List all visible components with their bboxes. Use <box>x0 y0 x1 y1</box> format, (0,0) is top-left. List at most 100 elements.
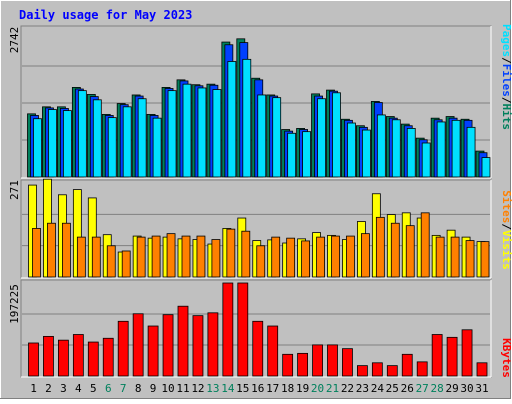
bar-pages-day-19 <box>302 131 312 178</box>
bar-sites-day-26 <box>405 225 415 278</box>
bar-kbytes-day-30 <box>461 329 473 377</box>
y-max-label: 2742 <box>8 27 21 54</box>
x-axis-day-labels: 1 2 3 4 5 6 7 8 9 10 11 12 13 14 15 16 17 18 19 20 21 22 23 24 2… <box>30 382 488 395</box>
bar-kbytes-day-21 <box>327 344 338 377</box>
bar-pages-day-30 <box>466 126 476 178</box>
bars-visits-sites <box>22 178 490 278</box>
bar-pages-day-4 <box>77 90 87 178</box>
bar-pages-day-25 <box>391 119 401 178</box>
panel-visits-sites: 271 Sites/Visits <box>8 178 512 279</box>
legend-kbytes: KBytes <box>500 338 512 378</box>
bar-pages-day-20 <box>317 98 326 178</box>
x-tick-label-day-27: 27 <box>416 382 429 395</box>
bar-pages-day-27 <box>421 142 431 178</box>
x-tick-label-day-28: 28 <box>431 382 444 395</box>
legend-hits: Hits <box>500 104 512 131</box>
x-tick-label-day-17: 17 <box>266 382 279 395</box>
bar-kbytes-day-2 <box>43 335 54 377</box>
x-tick-label-day-12: 12 <box>191 382 204 395</box>
legend-sep-2: / <box>500 97 512 104</box>
bar-pages-day-3 <box>63 110 72 178</box>
bar-kbytes-day-14 <box>222 282 234 377</box>
bar-kbytes-day-7 <box>117 320 129 377</box>
bar-sites-day-5 <box>91 236 101 278</box>
bar-sites-day-16 <box>256 245 266 278</box>
bar-pages-day-10 <box>167 90 177 178</box>
x-tick-label-day-15: 15 <box>236 382 249 395</box>
bar-kbytes-day-16 <box>252 320 264 377</box>
bar-kbytes-day-18 <box>282 353 294 377</box>
x-tick-label-day-30: 30 <box>460 382 473 395</box>
bar-kbytes-day-29 <box>446 336 458 377</box>
x-tick-label-day-26: 26 <box>401 382 414 395</box>
legend-sep: / <box>500 223 512 230</box>
bar-kbytes-day-26 <box>401 353 413 377</box>
bars-hits-files-pages <box>22 38 491 178</box>
bar-sites-day-9 <box>151 235 161 278</box>
y-max-label: 271 <box>8 180 21 200</box>
legend: KBytes <box>500 338 512 378</box>
x-tick-label-day-10: 10 <box>161 382 174 395</box>
bar-kbytes-day-11 <box>177 305 189 377</box>
legend-files: Files <box>500 64 512 97</box>
bar-kbytes-day-1 <box>28 342 39 377</box>
bar-sites-day-28 <box>435 236 445 278</box>
x-tick-label-day-19: 19 <box>296 382 309 395</box>
x-tick-label-day-16: 16 <box>251 382 264 395</box>
bar-kbytes-day-8 <box>132 313 144 377</box>
bar-pages-day-7 <box>122 106 132 178</box>
bar-sites-day-30 <box>465 240 475 278</box>
bar-sites-day-7 <box>121 250 131 278</box>
bar-kbytes-day-12 <box>192 315 204 377</box>
bar-sites-day-19 <box>301 240 311 278</box>
x-tick-label-day-9: 9 <box>150 382 157 395</box>
bar-pages-day-14 <box>227 61 237 178</box>
legend-pages: Pages <box>500 24 512 57</box>
bar-kbytes-day-10 <box>162 314 174 377</box>
bar-kbytes-day-22 <box>342 348 353 377</box>
bar-kbytes-day-4 <box>72 334 84 377</box>
legend-visits: Visits <box>500 230 512 270</box>
legend: Sites/Visits <box>500 190 512 270</box>
bar-pages-day-18 <box>287 132 297 178</box>
bar-sites-day-20 <box>316 236 325 278</box>
bar-pages-day-28 <box>436 121 446 178</box>
x-tick-label-day-13: 13 <box>206 382 219 395</box>
x-tick-label-day-21: 21 <box>326 382 339 395</box>
bar-kbytes-day-20 <box>312 344 323 377</box>
bar-pages-day-2 <box>48 109 57 178</box>
bar-sites-day-17 <box>271 236 281 278</box>
bar-sites-day-23 <box>360 233 370 278</box>
bar-sites-day-11 <box>181 235 191 278</box>
bar-kbytes-day-3 <box>58 339 69 377</box>
bar-pages-day-22 <box>347 122 356 178</box>
bar-pages-day-23 <box>361 129 371 178</box>
bar-pages-day-9 <box>152 117 162 178</box>
bar-sites-day-2 <box>47 222 56 278</box>
bar-kbytes-day-31 <box>476 362 488 377</box>
bar-sites-day-18 <box>286 237 296 278</box>
bar-pages-day-31 <box>481 157 491 178</box>
bar-sites-day-3 <box>62 222 71 278</box>
bar-kbytes-day-25 <box>386 365 398 377</box>
bar-sites-day-1 <box>32 228 41 278</box>
bar-kbytes-day-23 <box>356 365 368 377</box>
x-tick-label-day-5: 5 <box>90 382 97 395</box>
bar-pages-day-13 <box>212 89 222 178</box>
bar-pages-day-6 <box>107 117 117 178</box>
bar-pages-day-26 <box>406 128 416 178</box>
bar-pages-day-5 <box>92 99 102 178</box>
bar-kbytes-day-27 <box>416 361 428 377</box>
x-tick-label-day-24: 24 <box>371 382 385 395</box>
x-tick-label-day-14: 14 <box>221 382 235 395</box>
legend-sep-1: / <box>500 57 512 64</box>
bar-pages-day-11 <box>182 83 192 178</box>
x-tick-label-day-22: 22 <box>341 382 354 395</box>
bar-kbytes-day-9 <box>147 325 159 377</box>
bar-sites-day-13 <box>211 239 221 278</box>
x-tick-label-day-20: 20 <box>311 382 324 395</box>
x-tick-label-day-6: 6 <box>105 382 112 395</box>
bar-sites-day-4 <box>76 236 86 278</box>
bar-kbytes-day-5 <box>87 341 99 377</box>
bar-pages-day-1 <box>33 118 42 178</box>
